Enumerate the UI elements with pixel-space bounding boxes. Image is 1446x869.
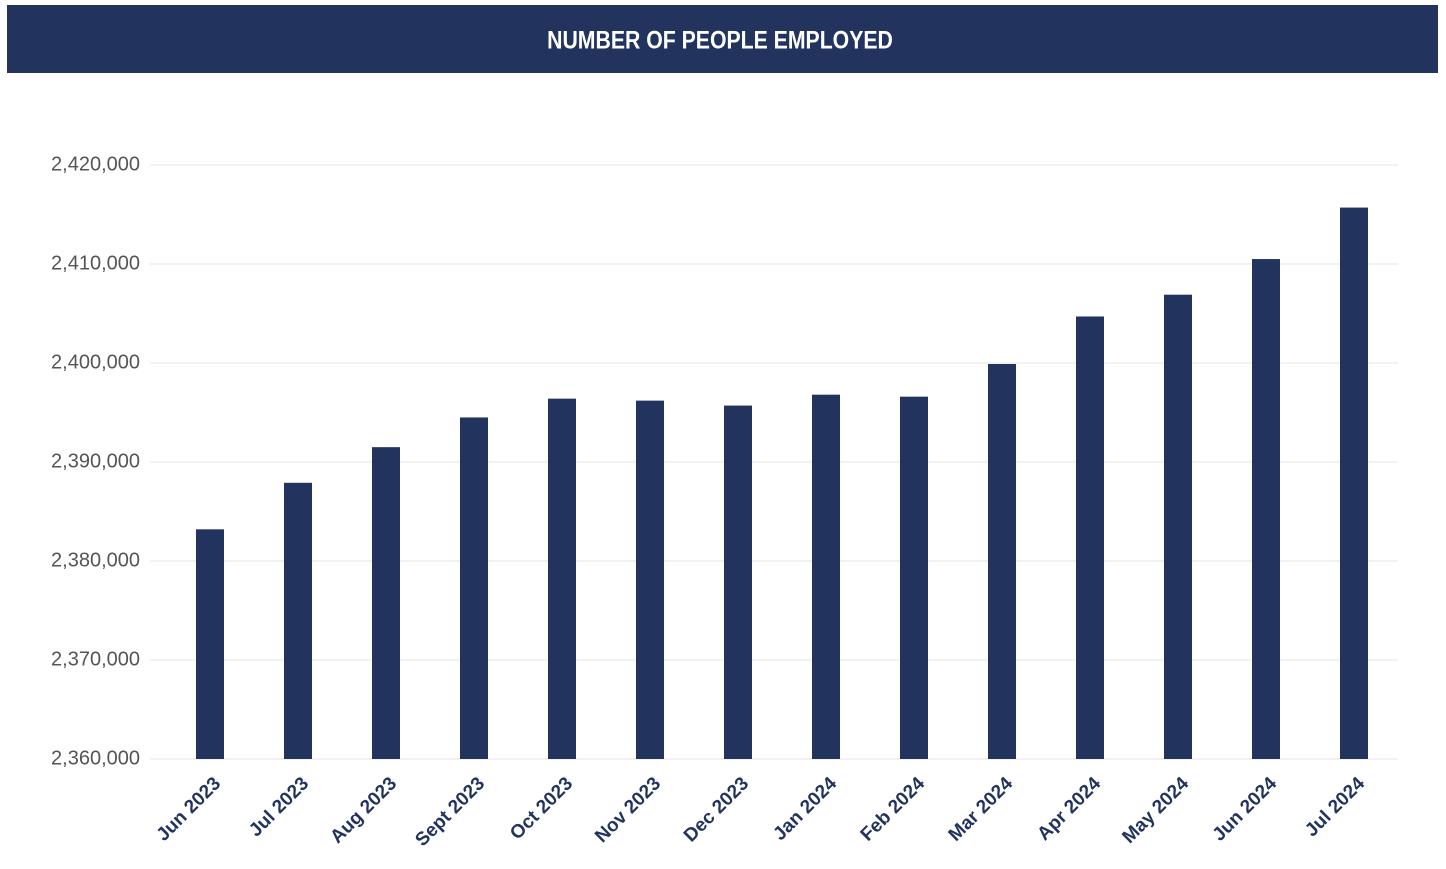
y-tick-label: 2,420,000	[51, 153, 140, 175]
x-tick-label: May 2024	[1118, 773, 1193, 848]
y-tick-label: 2,360,000	[51, 747, 140, 769]
x-tick-label: Dec 2023	[680, 773, 753, 846]
bar	[284, 482, 312, 759]
x-tick-label: Mar 2024	[945, 773, 1018, 846]
x-tick-label: Apr 2024	[1033, 773, 1105, 845]
bar	[812, 394, 840, 759]
x-tick-label: Jun 2023	[153, 773, 225, 845]
x-tick-label: Jul 2023	[245, 773, 313, 841]
bar	[1340, 207, 1368, 759]
y-tick-label: 2,390,000	[51, 450, 140, 472]
x-tick-label: Oct 2023	[506, 773, 577, 844]
bar	[1076, 316, 1104, 759]
bar	[548, 398, 576, 759]
bar	[724, 405, 752, 759]
x-tick-label: Jul 2024	[1301, 773, 1369, 841]
bar	[988, 363, 1016, 759]
bar	[460, 417, 488, 759]
y-tick-label: 2,370,000	[51, 648, 140, 670]
x-tick-label: Jun 2024	[1209, 773, 1282, 846]
bar	[1164, 294, 1192, 759]
y-tick-label: 2,410,000	[51, 252, 140, 274]
bar	[900, 396, 928, 759]
bar	[1252, 259, 1280, 759]
chart-title: NUMBER OF PEOPLE EMPLOYED	[547, 26, 893, 54]
y-tick-label: 2,380,000	[51, 549, 140, 571]
x-tick-label: Nov 2023	[591, 773, 665, 847]
x-tick-label: Feb 2024	[857, 773, 930, 846]
x-tick-label: Sept 2023	[411, 773, 489, 851]
x-tick-label: Jan 2024	[769, 773, 841, 845]
bar	[196, 529, 224, 759]
x-tick-label: Aug 2023	[326, 773, 401, 848]
bar	[636, 400, 664, 759]
bar	[372, 447, 400, 759]
title-banner	[7, 5, 1438, 73]
y-tick-label: 2,400,000	[51, 351, 140, 373]
